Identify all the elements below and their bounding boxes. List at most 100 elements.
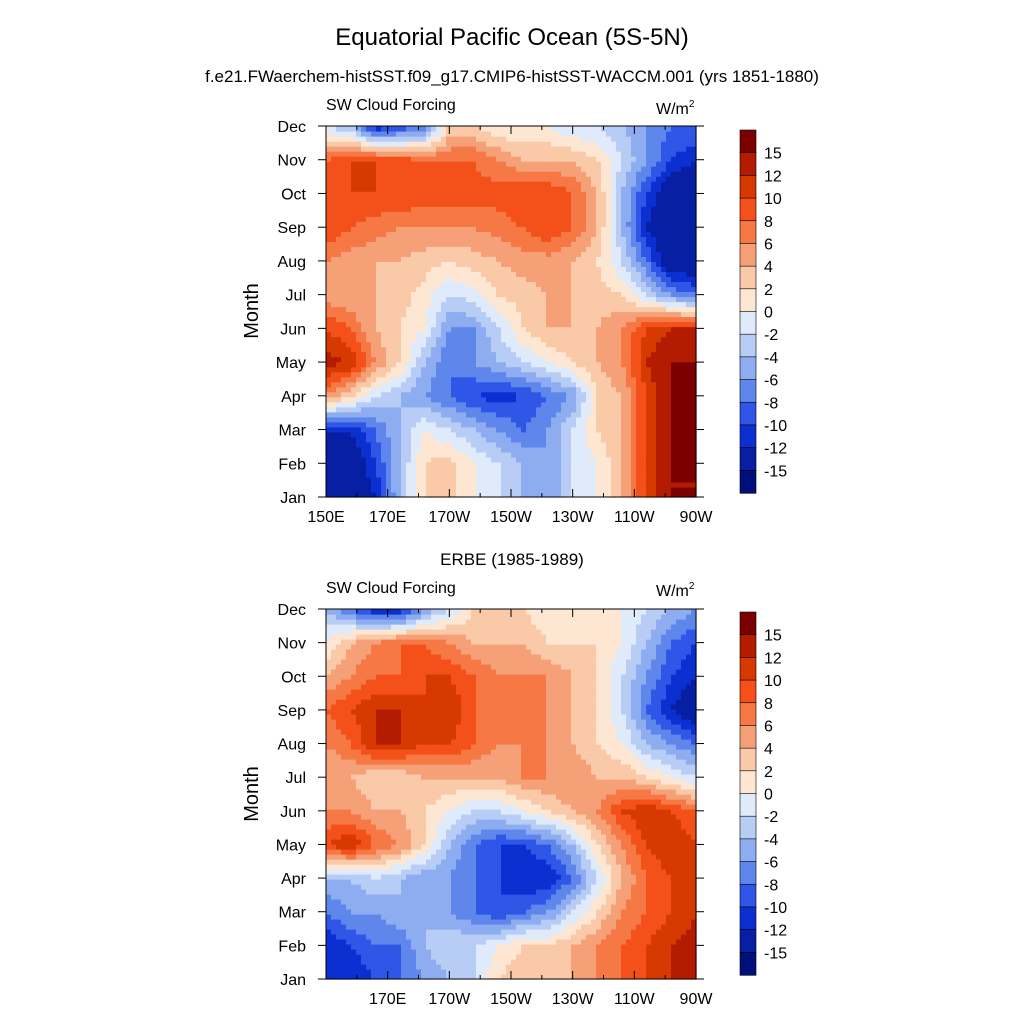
heatmap-cell <box>591 466 597 473</box>
heatmap-cell <box>621 341 627 348</box>
heatmap-cell <box>381 196 387 202</box>
heatmap-cell <box>646 226 652 232</box>
heatmap-cell <box>536 466 542 473</box>
heatmap-cell <box>476 381 482 388</box>
heatmap-cell <box>476 166 482 172</box>
heatmap-cell <box>481 416 487 423</box>
heatmap-cell <box>646 186 652 192</box>
heatmap-cell <box>666 256 672 262</box>
heatmap-cell <box>621 391 627 398</box>
heatmap-cell <box>396 396 402 403</box>
heatmap-cell <box>566 206 572 212</box>
heatmap-cell <box>546 341 552 348</box>
heatmap-cell <box>586 246 592 252</box>
heatmap-cell <box>536 256 542 262</box>
heatmap-cell <box>551 246 557 252</box>
heatmap-cell <box>601 346 607 353</box>
heatmap-cell <box>636 236 642 242</box>
heatmap-cell <box>341 366 347 373</box>
heatmap-cell <box>336 196 342 202</box>
heatmap-cell <box>596 161 602 167</box>
heatmap-cell <box>501 441 507 448</box>
heatmap-cell <box>356 356 362 363</box>
heatmap-cell <box>576 471 582 478</box>
heatmap-cell <box>641 446 647 453</box>
heatmap-cell <box>541 461 547 468</box>
heatmap-cell <box>326 186 332 192</box>
heatmap-cell <box>341 181 347 187</box>
heatmap-cell <box>576 186 582 192</box>
heatmap-cell <box>466 291 472 298</box>
heatmap-cell <box>521 391 527 398</box>
heatmap-cell <box>686 256 692 262</box>
heatmap-cell <box>556 346 562 353</box>
heatmap-cell <box>381 166 387 172</box>
heatmap-cell <box>611 411 617 418</box>
heatmap-cell <box>646 196 652 202</box>
heatmap-cell <box>546 371 552 378</box>
heatmap-cell <box>331 311 337 318</box>
heatmap-cell <box>671 316 677 323</box>
heatmap-cell <box>611 386 617 393</box>
heatmap-cell <box>691 271 697 277</box>
heatmap-cell <box>666 241 672 247</box>
heatmap-cell <box>526 481 532 488</box>
heatmap-cell <box>641 361 647 368</box>
heatmap-cell <box>401 236 407 242</box>
heatmap-cell <box>666 261 672 267</box>
heatmap-cell <box>501 226 507 232</box>
heatmap-cell <box>651 416 657 423</box>
heatmap-cell <box>491 211 497 217</box>
heatmap-cell <box>556 176 562 182</box>
heatmap-cell <box>476 371 482 378</box>
heatmap-cell <box>571 191 577 197</box>
heatmap-cell <box>686 361 692 368</box>
heatmap-cell <box>491 466 497 473</box>
heatmap-cell <box>361 416 367 423</box>
heatmap-cell <box>446 246 452 252</box>
heatmap-cell <box>576 316 582 323</box>
heatmap-cell <box>371 366 377 373</box>
heatmap-cell <box>351 386 357 393</box>
heatmap-cell <box>646 396 652 403</box>
heatmap-cell <box>516 341 522 348</box>
heatmap-cell <box>501 401 507 408</box>
heatmap-cell <box>351 206 357 212</box>
heatmap-cell <box>431 471 437 478</box>
heatmap-cell <box>581 466 587 473</box>
heatmap-cell <box>541 166 547 172</box>
heatmap-cell <box>476 196 482 202</box>
heatmap-cell <box>431 436 437 443</box>
heatmap-cell <box>676 401 682 408</box>
heatmap-cell <box>636 191 642 197</box>
heatmap-cell <box>681 236 687 242</box>
heatmap-cell <box>516 356 522 363</box>
heatmap-cell <box>371 341 377 348</box>
heatmap-cell <box>691 301 697 308</box>
heatmap-cell <box>401 226 407 232</box>
heatmap-cell <box>531 251 537 257</box>
heatmap-cell <box>591 361 597 368</box>
heatmap-cell <box>521 376 527 383</box>
heatmap-cell <box>646 426 652 433</box>
heatmap-cell <box>466 451 472 458</box>
heatmap-cell <box>541 416 547 423</box>
heatmap-cell <box>396 171 402 177</box>
heatmap-cell <box>431 346 437 353</box>
heatmap-cell <box>586 306 592 313</box>
heatmap-cell <box>351 321 357 328</box>
heatmap-cell <box>606 181 612 187</box>
heatmap-cell <box>586 286 592 293</box>
heatmap-cell <box>601 451 607 458</box>
heatmap-cell <box>626 411 632 418</box>
heatmap-cell <box>376 346 382 353</box>
heatmap-cell <box>681 481 687 488</box>
heatmap-cell <box>551 391 557 398</box>
heatmap-cell <box>371 461 377 468</box>
heatmap-cell <box>551 296 557 303</box>
heatmap-cell <box>681 266 687 272</box>
heatmap-cell <box>611 246 617 252</box>
heatmap-cell <box>676 341 682 348</box>
heatmap-cell <box>576 256 582 262</box>
